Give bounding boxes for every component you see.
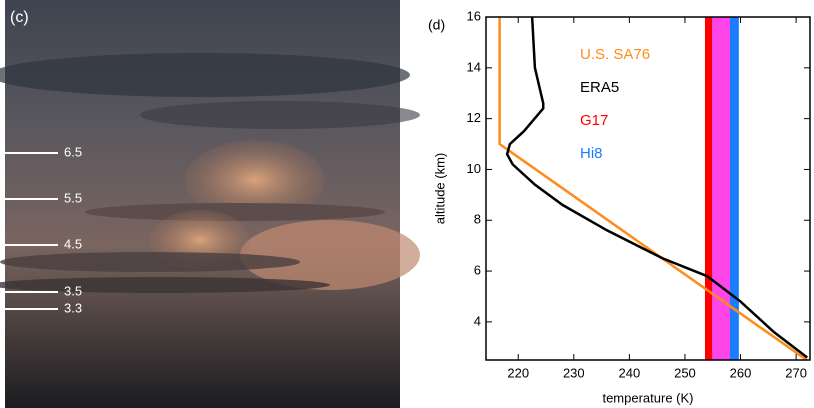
photo: (c) 6.5 5.5 4.5 3.5 3.3 — [0, 0, 420, 408]
profile-line — [507, 17, 807, 357]
x-axis-label: temperature (K) — [602, 390, 693, 405]
y-tick-label: 12 — [467, 110, 481, 125]
y-tick-label: 4 — [474, 313, 481, 328]
legend-entry: Hi8 — [580, 145, 603, 162]
y-tick-label: 10 — [467, 161, 481, 176]
legend-entry: U.S. SA76 — [580, 46, 650, 63]
marker-label: 4.5 — [64, 236, 82, 251]
figure: (c) 6.5 5.5 4.5 3.5 3.3 220 230 240 250 260 270 4 6… — [0, 0, 814, 408]
marker-label: 6.5 — [64, 144, 82, 159]
marker-label: 5.5 — [64, 190, 82, 205]
y-axis-label: altitude (km) — [432, 153, 447, 225]
legend-entry: ERA5 — [580, 79, 619, 96]
x-tick-label: 240 — [619, 365, 641, 380]
x-tick-label: 250 — [674, 365, 696, 380]
x-tick-label: 260 — [730, 365, 752, 380]
panel-label: (d) — [428, 17, 445, 33]
panel-label: (c) — [10, 9, 29, 26]
y-tick-label: 16 — [467, 8, 481, 23]
y-tick-label: 6 — [474, 263, 481, 278]
band-overlap — [712, 17, 730, 360]
x-tick-label: 270 — [785, 365, 807, 380]
y-tick-label: 14 — [467, 59, 481, 74]
chart: 220 230 240 250 260 270 4 6 8 10 12 14 16 temperature… — [428, 8, 810, 405]
legend-entry: G17 — [580, 112, 608, 129]
marker-label: 3.3 — [64, 300, 82, 315]
marker-label: 3.5 — [64, 283, 82, 298]
y-tick-label: 8 — [474, 212, 481, 227]
x-tick-label: 220 — [507, 365, 529, 380]
profile-line — [500, 17, 807, 360]
x-tick-label: 230 — [563, 365, 585, 380]
